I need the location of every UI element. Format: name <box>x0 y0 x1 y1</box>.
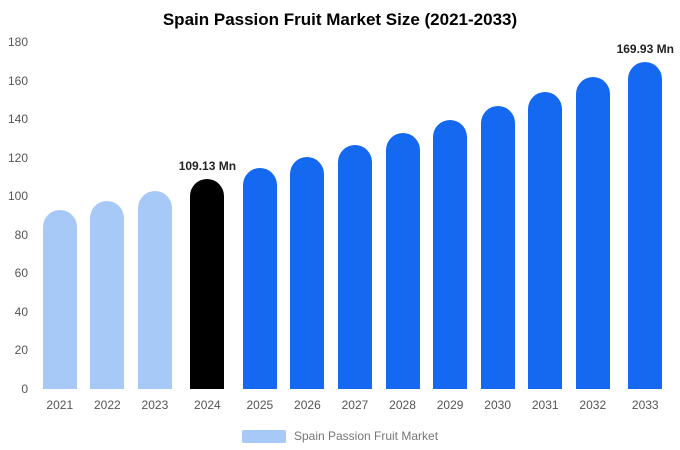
y-tick-0: 0 <box>21 382 28 396</box>
bar-group-2031: 2031 <box>521 42 569 412</box>
plot-area: 2021 2022 2023 109.13 Mn 2024 2025 2026 2027 202… <box>36 42 674 412</box>
y-tick-180: 180 <box>7 35 28 49</box>
bar-2028 <box>385 133 420 389</box>
x-label-2033: 2033 <box>631 398 659 412</box>
bar-2023 <box>137 190 172 389</box>
bar-group-2030: 2030 <box>474 42 522 412</box>
legend-label[interactable]: Spain Passion Fruit Market <box>293 429 439 443</box>
x-label-2028: 2028 <box>389 398 416 412</box>
bar-2030 <box>480 106 515 389</box>
bar-group-2024: 109.13 Mn 2024 <box>178 42 237 412</box>
bar-2021 <box>42 210 77 389</box>
y-tick-140: 140 <box>7 112 28 127</box>
bar-group-2022: 2022 <box>84 42 132 412</box>
bar-group-2028: 2028 <box>379 42 427 412</box>
bar-2033 <box>628 62 663 389</box>
bar-group-2027: 2027 <box>331 42 379 412</box>
bar-2024 <box>190 178 225 389</box>
bar-2029 <box>433 120 468 389</box>
bar-group-2026: 2026 <box>284 42 332 412</box>
bar-2022 <box>90 200 125 389</box>
legend-swatch[interactable] <box>241 429 286 443</box>
bar-group-2032: 2032 <box>569 42 617 412</box>
x-label-2031: 2031 <box>531 398 559 412</box>
bar-2031 <box>528 92 563 389</box>
y-tick-120: 120 <box>7 150 28 165</box>
y-tick-80: 80 <box>14 227 28 242</box>
y-tick-40: 40 <box>14 304 28 319</box>
bar-2027 <box>337 145 372 389</box>
y-axis: 0 20 40 60 80 100 120 140 160 180 <box>0 35 32 396</box>
x-label-2022: 2022 <box>93 398 121 412</box>
data-label-2033: 169.93 Mn <box>616 42 674 56</box>
bar-2025 <box>242 168 277 389</box>
y-tick-160: 160 <box>7 73 28 88</box>
x-label-2027: 2027 <box>341 398 369 412</box>
y-tick-60: 60 <box>14 266 28 281</box>
y-tick-20: 20 <box>14 343 28 358</box>
legend[interactable]: Spain Passion Fruit Market <box>0 429 680 443</box>
data-label-2024: 109.13 Mn <box>178 158 237 173</box>
x-label-2025: 2025 <box>246 398 274 412</box>
x-label-2023: 2023 <box>141 398 169 412</box>
x-label-2026: 2026 <box>294 398 321 412</box>
x-label-2021: 2021 <box>46 398 74 412</box>
bar-group-2033: 169.93 Mn 2033 <box>616 42 674 412</box>
x-label-2029: 2029 <box>436 398 464 412</box>
bar-group-2021: 2021 <box>36 42 84 412</box>
bar-group-2025: 2025 <box>236 42 284 412</box>
bar-2026 <box>290 156 325 389</box>
y-tick-100: 100 <box>7 189 28 204</box>
x-label-2024: 2024 <box>194 398 221 412</box>
bar-group-2023: 2023 <box>131 42 179 412</box>
x-label-2032: 2032 <box>579 398 607 412</box>
bar-group-2029: 2029 <box>426 42 474 412</box>
x-label-2030: 2030 <box>484 398 511 412</box>
bar-2032 <box>575 77 610 389</box>
chart-title: Spain Passion Fruit Market Size (2021-20… <box>162 10 518 29</box>
